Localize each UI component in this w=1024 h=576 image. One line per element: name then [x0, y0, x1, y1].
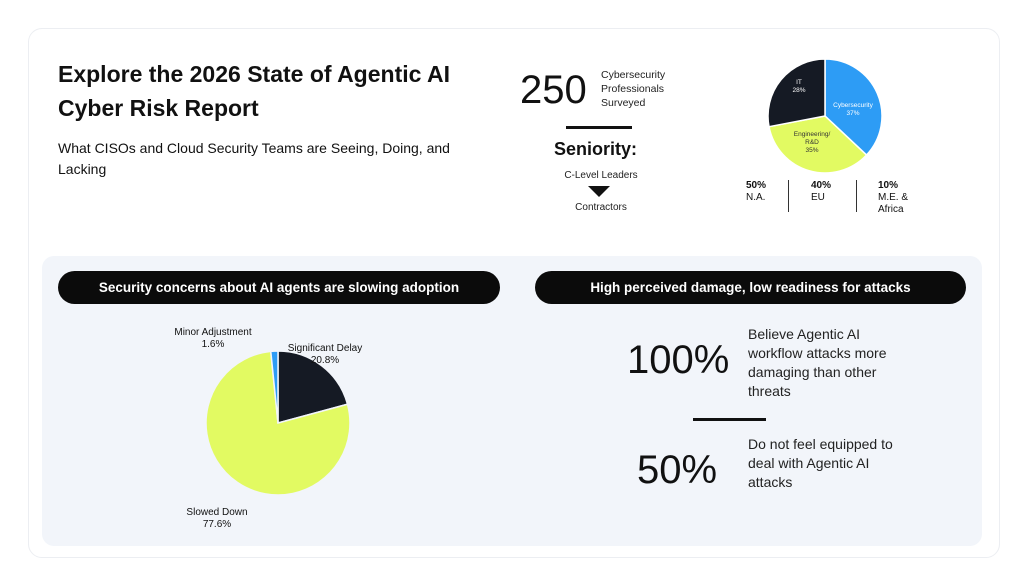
region-divider	[788, 180, 789, 212]
readiness-stat-text: Do not feel equipped to deal with Agenti…	[748, 436, 893, 490]
region-mea-label: M.E. & Africa	[878, 192, 909, 215]
region-mea: 10% M.E. & Africa	[878, 180, 918, 216]
respondent-count-label: Cybersecurity Professionals Surveyed	[601, 69, 666, 109]
pie-label-slowed-down: Slowed Down 77.6%	[186, 507, 247, 530]
readiness-heading-pill: High perceived damage, low readiness for…	[535, 271, 966, 304]
pie-slice-engineering-r-d	[768, 115, 868, 174]
divider	[693, 418, 766, 421]
readiness-stat-value: 50%	[637, 448, 718, 492]
pie-slice-slowed-down	[205, 350, 351, 496]
region-na-percent: 50%	[746, 180, 767, 191]
pie-label-significant-delay: Significant Delay 20.8%	[288, 343, 362, 366]
pie-slice-minor-adjustment	[269, 350, 279, 424]
region-eu: 40% EU	[811, 180, 831, 204]
respondent-count: 250	[520, 68, 587, 112]
pie-slice-it	[767, 58, 826, 128]
adoption-heading-pill: Security concerns about AI agents are sl…	[58, 271, 500, 304]
adoption-pie-chart: Significant Delay 20.8% Slowed Down 77.6% Mi…	[174, 327, 362, 530]
seniority-bottom-label: Contractors	[575, 202, 627, 213]
damage-stat-value: 100%	[627, 338, 730, 382]
arrow-down-icon	[588, 186, 610, 197]
pie-label-minor-adjustment: Minor Adjustment 1.6%	[174, 327, 251, 350]
region-eu-label: EU	[811, 192, 825, 203]
pie-label-engineering-r-d: Engineering/R&D 35%	[794, 131, 831, 154]
seniority-top-label: C-Level Leaders	[564, 170, 638, 181]
page-subtitle: What CISOs and Cloud Security Teams are …	[58, 140, 450, 177]
region-eu-percent: 40%	[811, 180, 832, 191]
pie-label-it: IT 28%	[792, 79, 805, 94]
pie-label-cybersecurity: Cybersecurity 37%	[833, 102, 873, 117]
findings-panel	[42, 256, 982, 546]
seniority-heading: Seniority:	[554, 139, 638, 159]
role-pie-chart: Cybersecurity 37%Engineering/R&D 35% IT 28%	[767, 58, 883, 174]
region-na-label: N.A.	[746, 192, 766, 203]
region-mea-percent: 10%	[878, 180, 899, 191]
region-divider	[856, 180, 857, 212]
damage-stat-text: Believe Agentic AI workflow attacks more…	[748, 326, 887, 399]
divider	[566, 126, 632, 129]
page-title: Explore the 2026 State of Agentic AI Cyb…	[58, 61, 450, 121]
pie-slice-significant-delay	[277, 350, 349, 424]
pie-slice-cybersecurity	[824, 58, 883, 157]
region-na: 50% N.A.	[746, 180, 766, 204]
